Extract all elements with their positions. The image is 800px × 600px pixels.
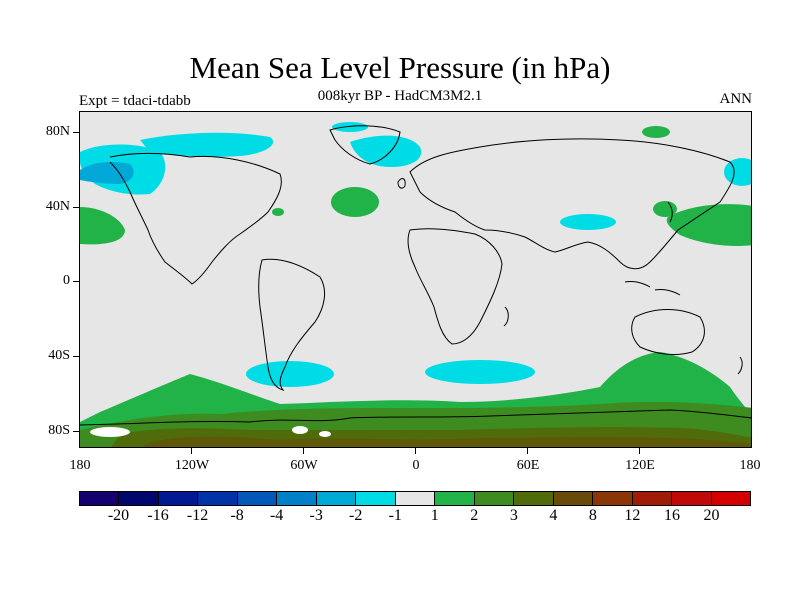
- colorbar-label: 12: [624, 507, 641, 524]
- colorbar-swatch: [119, 492, 159, 505]
- anomaly-region-east-china-sea-pos: [653, 201, 677, 217]
- lon-tick: [303, 448, 304, 454]
- colorbar-label: 3: [509, 507, 518, 524]
- lat-tick: [73, 431, 79, 432]
- anomaly-region-greenland-neg: [350, 135, 422, 167]
- colorbar-swatch: [672, 492, 712, 505]
- antarctic-white-patch: [292, 426, 308, 434]
- lat-tick: [73, 356, 79, 357]
- anomaly-region-central-asia-neg: [560, 214, 616, 230]
- colorbar-swatch: [514, 492, 554, 505]
- lon-label-0: 0: [412, 458, 420, 473]
- colorbar-label: -12: [186, 507, 209, 524]
- colorbar: [79, 491, 751, 506]
- lat-tick: [73, 132, 79, 133]
- coastline-madagascar: [503, 306, 509, 327]
- lon-label-180w: 180: [69, 458, 91, 473]
- lon-label-60w: 60W: [290, 458, 318, 473]
- coastline-new-zealand: [737, 356, 743, 375]
- lon-tick: [639, 448, 640, 454]
- colorbar-swatch: [474, 492, 515, 505]
- coastline-antarctica: [80, 409, 751, 426]
- anomaly-region-bering-neg: [724, 158, 751, 186]
- coastline-greenland: [329, 125, 401, 165]
- lon-label-180e: 180: [739, 458, 761, 473]
- coastlines: [80, 125, 751, 426]
- colorbar-label: 20: [703, 507, 720, 524]
- colorbar-label: -4: [269, 507, 284, 524]
- chart-subtitle: 008kyr BP - HadCM3M2.1: [317, 88, 483, 104]
- experiment-label: Expt = tdaci-tdabb: [79, 93, 191, 109]
- lat-label-80n: 80N: [45, 124, 70, 139]
- lat-label-0: 0: [63, 273, 70, 288]
- lon-label-60e: 60E: [516, 458, 540, 473]
- lon-label-120e: 120E: [625, 458, 655, 473]
- coastline-indonesia: [624, 281, 681, 296]
- colorbar-swatch: [316, 492, 357, 505]
- coastline-japan: [667, 201, 673, 223]
- lat-label-40s: 40S: [48, 348, 70, 363]
- colorbar-label: -3: [309, 507, 323, 524]
- colorbar-label: -20: [107, 507, 130, 524]
- colorbar-swatch: [158, 492, 199, 505]
- colorbar-swatch: [593, 492, 633, 505]
- coastline-eurasia: [409, 138, 735, 270]
- colorbar-label: -1: [388, 507, 402, 524]
- anomaly-region-north-atlantic-pos: [331, 187, 379, 217]
- colorbar-label: 2: [470, 507, 479, 524]
- colorbar-label: 4: [549, 507, 558, 524]
- antarctic-white-patch: [319, 431, 331, 437]
- antarctic-white-patch: [90, 427, 130, 437]
- anomaly-region-arctic-pos: [642, 126, 670, 138]
- colorbar-label: -16: [147, 507, 169, 524]
- anomaly-region-small-pos: [272, 208, 284, 216]
- chart-title: Mean Sea Level Pressure (in hPa): [189, 50, 611, 85]
- anomaly-region-arctic-canada-neg: [140, 132, 274, 157]
- colorbar-swatch: [237, 492, 278, 505]
- colorbar-label: -2: [349, 507, 363, 524]
- anomaly-region-north-pacific-west-pos: [80, 207, 125, 245]
- lat-tick: [73, 281, 79, 282]
- map-svg: [80, 112, 751, 447]
- colorbar-swatch: [277, 492, 317, 505]
- lon-tick: [527, 448, 528, 454]
- colorbar-swatch: [711, 492, 750, 505]
- coastline-british-isles: [397, 178, 406, 189]
- coastline-north-america: [109, 152, 282, 285]
- lat-label-80s: 80S: [48, 423, 70, 438]
- colorbar-swatch: [198, 492, 238, 505]
- map-panel: [79, 111, 752, 448]
- colorbar-swatch: [553, 492, 594, 505]
- colorbar-label: 16: [663, 507, 680, 524]
- lat-label-40n: 40N: [45, 199, 70, 214]
- coastline-australia: [631, 309, 705, 355]
- anomaly-region-north-atlantic-neg: [332, 122, 368, 132]
- colorbar-swatch: [356, 492, 396, 505]
- colorbar-label: -8: [230, 507, 244, 524]
- colorbar-swatch: [395, 492, 436, 505]
- colorbar-label: 8: [588, 507, 597, 524]
- lat-tick: [73, 207, 79, 208]
- colorbar-swatch: [435, 492, 475, 505]
- lon-tick: [415, 448, 416, 454]
- coastline-africa: [407, 228, 503, 345]
- anomaly-region-south-pacific-neg: [246, 361, 334, 387]
- anomaly-region-north-pacific-east-pos: [666, 204, 751, 246]
- colorbar-label: 1: [430, 507, 439, 524]
- colorbar-swatch: [80, 492, 120, 505]
- anomaly-region-south-indian-neg: [425, 360, 535, 384]
- season-label: ANN: [719, 91, 753, 107]
- lon-tick: [191, 448, 192, 454]
- lon-label-120w: 120W: [174, 458, 210, 473]
- colorbar-swatch: [632, 492, 673, 505]
- anomaly-region-alaska-core: [80, 162, 134, 184]
- anomaly-region-antarctic-brown: [142, 436, 751, 447]
- coastline-south-america: [258, 258, 326, 391]
